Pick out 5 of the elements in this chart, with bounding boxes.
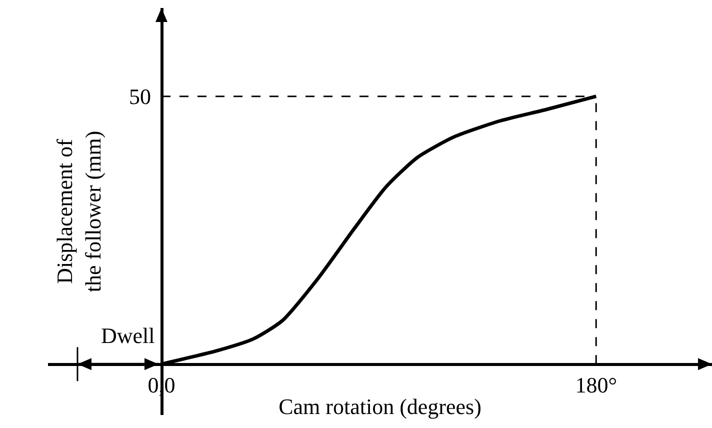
x-tick-label: 180°: [575, 372, 618, 398]
y-axis-title: Displacement of the follower (mm): [52, 130, 106, 292]
annotation: Dwell: [101, 323, 155, 348]
x-axis-title: Cam rotation (degrees): [278, 394, 482, 420]
annotation: 50: [129, 84, 151, 109]
